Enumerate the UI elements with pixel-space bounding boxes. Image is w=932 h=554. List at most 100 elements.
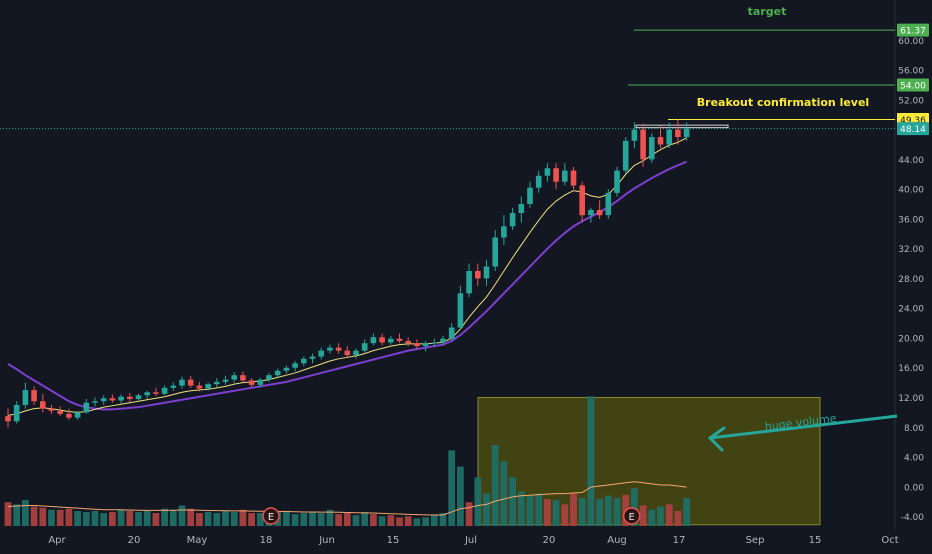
volume-bar bbox=[169, 509, 177, 526]
volume-bar bbox=[222, 510, 229, 526]
volume-bar bbox=[309, 511, 316, 526]
candle-body bbox=[127, 396, 133, 399]
volume-bar bbox=[544, 499, 551, 526]
candle-body bbox=[422, 343, 429, 347]
candle-body bbox=[405, 340, 411, 344]
y-tick-label: -4.00 bbox=[901, 513, 925, 523]
candle-body bbox=[100, 398, 107, 402]
volume-bar bbox=[396, 517, 403, 526]
volume-bar bbox=[230, 511, 238, 526]
volume-bar bbox=[343, 513, 351, 526]
candle-body bbox=[309, 356, 316, 359]
volume-bar bbox=[439, 513, 447, 526]
volume-bar bbox=[56, 509, 64, 526]
y-tick-label: 20.00 bbox=[898, 334, 924, 344]
candle-body bbox=[475, 271, 481, 279]
candle-body bbox=[683, 128, 690, 138]
x-tick-label: May bbox=[187, 535, 208, 546]
earnings-marker[interactable] bbox=[623, 507, 641, 525]
candle-body bbox=[118, 396, 124, 401]
candle-body bbox=[161, 387, 168, 394]
volume-bar bbox=[335, 514, 342, 526]
y-tick-label: 60.00 bbox=[898, 37, 924, 47]
candle-body bbox=[640, 129, 646, 160]
price-tag-label: 48.14 bbox=[900, 125, 926, 135]
volume-bar bbox=[387, 515, 395, 526]
volume-bar bbox=[161, 508, 168, 526]
volume-bar bbox=[143, 510, 151, 526]
y-tick-label: 56.00 bbox=[898, 67, 924, 77]
volume-bar bbox=[13, 504, 21, 526]
candle-body bbox=[457, 293, 464, 328]
volume-bar bbox=[657, 506, 664, 526]
volume-bar bbox=[317, 513, 325, 526]
volume-bar bbox=[370, 514, 377, 526]
x-tick-label: Apr bbox=[48, 535, 66, 546]
volume-bar bbox=[300, 513, 308, 526]
candle-body bbox=[657, 137, 664, 145]
candle-body bbox=[440, 338, 446, 343]
volume-bar bbox=[604, 495, 612, 526]
candle-body bbox=[492, 237, 498, 267]
candle-body bbox=[570, 170, 577, 186]
volume-bar bbox=[561, 504, 569, 526]
y-tick-label: 44.00 bbox=[898, 156, 924, 166]
x-tick-label: 18 bbox=[260, 535, 273, 546]
candle-body bbox=[579, 185, 585, 216]
candle-body bbox=[527, 187, 533, 205]
volume-bar bbox=[117, 509, 125, 526]
volume-bar bbox=[535, 493, 543, 526]
volume-bar bbox=[100, 513, 108, 526]
volume-bar bbox=[465, 502, 473, 526]
candle-body bbox=[622, 140, 629, 171]
candle-body bbox=[301, 358, 307, 364]
volume-bar bbox=[74, 510, 81, 526]
candle-body bbox=[222, 379, 229, 382]
candle-body bbox=[414, 343, 420, 347]
price-tag-label: 49.36 bbox=[900, 116, 926, 126]
huge-volume-arrow bbox=[709, 414, 898, 440]
volume-bar bbox=[430, 515, 438, 526]
y-tick-label: 52.00 bbox=[898, 96, 924, 106]
candle-body bbox=[344, 350, 351, 356]
candle-body bbox=[379, 337, 385, 343]
candle-body bbox=[388, 338, 394, 343]
candle-body bbox=[509, 212, 516, 227]
target-label: target bbox=[748, 5, 787, 18]
candle-body bbox=[361, 343, 368, 351]
candle-body bbox=[266, 375, 272, 380]
volume-bar bbox=[22, 500, 29, 526]
volume-bar bbox=[613, 497, 621, 526]
candle-body bbox=[431, 342, 438, 344]
y-tick-label: 8.00 bbox=[904, 424, 924, 434]
volume-bar bbox=[413, 518, 421, 526]
y-tick-label: 4.00 bbox=[904, 454, 924, 464]
price-tag-label: 61.37 bbox=[900, 27, 926, 37]
volume-bar bbox=[326, 509, 334, 526]
earnings-marker[interactable] bbox=[262, 507, 280, 525]
candle-body bbox=[370, 337, 377, 344]
candle-body bbox=[335, 347, 342, 351]
candle-body bbox=[501, 226, 507, 238]
candle-body bbox=[83, 402, 90, 413]
candle-body bbox=[5, 416, 11, 422]
volume-bar bbox=[248, 513, 255, 526]
candle-body bbox=[605, 192, 612, 216]
candle-body bbox=[666, 129, 672, 145]
volume-bar bbox=[587, 396, 595, 526]
resistance-rectangle bbox=[635, 124, 729, 129]
volume-bar bbox=[674, 510, 682, 526]
candle-body bbox=[544, 168, 551, 176]
candle-body bbox=[92, 401, 98, 403]
candle-body bbox=[596, 209, 603, 216]
volume-bar bbox=[448, 450, 456, 526]
x-tick-label: 17 bbox=[673, 535, 686, 546]
candle-body bbox=[196, 385, 203, 389]
volume-bar bbox=[509, 477, 516, 526]
volume-bar bbox=[404, 516, 412, 526]
volume-bar bbox=[596, 499, 603, 526]
volume-bar bbox=[213, 513, 221, 526]
y-tick-label: 24.00 bbox=[898, 305, 924, 315]
